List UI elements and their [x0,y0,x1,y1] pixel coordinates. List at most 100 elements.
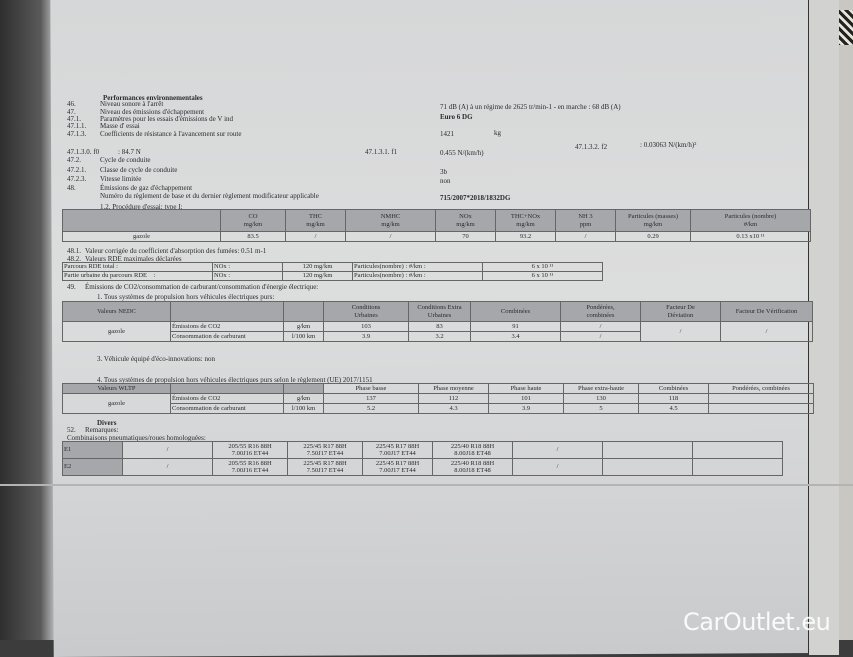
item-number: 47. [67,108,76,116]
table-cell: Consommation de carburant [170,331,284,342]
item-number: 47.2. [67,156,81,164]
f1-value: 0.455 N/(km/h) [440,149,484,157]
table-cell: 4.5 [638,403,709,414]
divers-title: Divers [97,419,117,427]
table-cell: gazole [62,321,171,342]
cycle-class: 3b [440,168,447,176]
item-label: Classe de cycle de conduite [100,166,178,174]
table-cell [283,301,324,322]
table-cell: / [560,321,641,332]
table-row: E1/205/55 R16 88H 7.00J16 ET44 225/45 R17… [62,441,783,459]
table-cell: Phase haute [488,383,564,394]
table-cell [170,301,284,322]
item-label: Niveau sonore à l'arrêt [100,100,164,108]
test-procedure: 1.2. Procédure d'essai: type I: [100,203,183,211]
table-cell: Particules(nombre) : #/km : [352,262,483,272]
table-cell [283,383,324,394]
table-header-row: Valeurs NEDC Conditions Urbaines Condition… [62,301,813,322]
table-cell: E2 [62,458,123,476]
table-cell: 225/45 R17 88H 7.50J17 ET44 [287,441,363,459]
table-cell: gazole [62,231,221,242]
section-title: Performances environnementales [103,94,203,102]
table-cell: Combinées [470,301,561,322]
item-label: : 84.7 N [118,148,141,156]
co2-sub1: 1. Tous systèmes de propulsion hors véhi… [97,293,275,301]
table-cell: gazole [62,393,171,414]
smoke-num: 48.1. [67,247,81,255]
table-cell: l/100 km [283,403,324,414]
noise-value: 71 dB (A) à un régime de 2625 tr/min-1 -… [440,103,621,111]
item-number: 47.1.3.0. f0 [67,148,100,156]
table-cell: / [285,231,346,242]
table-cell: 6 x 10 ¹¹ [482,262,603,272]
table-cell: 205/55 R16 88H 7.00J16 ET44 [212,458,288,476]
table-cell: Parcours RDE total : [62,262,213,272]
background-edge [0,0,58,640]
table-cell: NOx : [212,262,283,272]
table-cell [692,441,783,459]
item-label: Paramètres pour les essais d'émissions d… [100,115,234,123]
table-cell: 3.9 [488,403,564,414]
smoke-label: Valeur corrigée du coefficient d'absorpt… [85,247,267,255]
item-label: Cycle de conduite [100,156,151,164]
table-row: gazole Émissions de CO2 g/km 137 112 101 130 11… [62,393,814,414]
regulation-number: 715/2007*2018/1832DG [440,194,511,202]
table-cell: / [122,458,213,476]
wltp-table: Valeurs WLTP Phase basse Phase moyenne Phas… [62,383,814,414]
table-cell: 83.5 [220,231,286,242]
table-cell [170,383,284,394]
table-cell [62,209,221,232]
table-cell: 118 [638,393,709,404]
item-number: 47.2.1. [67,166,87,174]
table-cell: 4.3 [418,403,489,414]
table-cell: NMHC mg/km [345,209,436,232]
nedc-table: Valeurs NEDC Conditions Urbaines Condition… [62,301,813,342]
remarks-label: Remarques: [85,426,119,434]
table-cell: 137 [323,393,419,404]
table-cell: NOx : [212,271,283,281]
caroutlet-watermark: CarOutlet.eu [683,608,831,636]
table-cell: 103 [323,321,409,332]
test-mass-unit: kg [494,129,501,137]
table-cell: Phase basse [323,383,419,394]
item-label: Vitesse limitée [100,175,142,183]
table-cell: 3.9 [323,331,409,342]
f2-label: 47.1.3.2. f2 [575,143,608,151]
item-label: Numéro du règlement de base et du dernie… [100,192,319,200]
table-cell: / [560,331,641,342]
table-cell: THC+NOx mg/km [495,209,556,232]
table-cell: 70 [435,231,496,242]
table-cell: 91 [470,321,561,332]
table-header-row: CO mg/km THC mg/km NMHC mg/km NOx mg/km THC+… [62,209,811,232]
table-cell: 93.2 [495,231,556,242]
co2-num: 49. [67,283,76,291]
table-cell: 5 [563,403,639,414]
table-cell: Facteur De Déviation [640,301,721,322]
item-number: 48. [67,184,76,192]
table-cell [708,393,814,404]
table-cell: 6 x 10 ¹¹ [482,271,603,281]
table-cell: 225/40 R18 88H 8.00J18 ET48 [432,441,513,459]
table-cell: / [345,231,436,242]
table-cell: THC mg/km [285,209,346,232]
table-cell: Phase moyenne [418,383,489,394]
table-cell: / [512,458,603,476]
table-cell: Pondérées, combinées [708,383,814,394]
table-cell: 0.13 x10 ¹¹ [690,231,811,242]
table-cell: Conditions Urbaines [323,301,409,322]
table-cell: Partie urbaine du parcours RDE : [62,271,213,281]
table-cell: 120 mg/km [282,271,353,281]
speed-limited: non [440,177,451,185]
second-sheet-edge [808,0,839,655]
rde-num: 48.2. [67,255,81,263]
table-cell: NH 3 ppm [555,209,616,232]
table-cell: 0.29 [615,231,691,242]
table-cell: E1 [62,441,123,459]
item-label: Émissions de gaz d'échappement [100,184,193,192]
table-row: Partie urbaine du parcours RDE : NOx :120… [62,271,603,281]
table-cell: / [122,441,213,459]
table-row: Parcours RDE total : NOx :120 mg/km Partic… [62,262,603,272]
table-cell: Pondérées, combinées [560,301,641,322]
table-cell: 83 [408,321,471,332]
table-row: gazole Émissions de CO2 g/km 103 83 91// / [62,321,813,342]
